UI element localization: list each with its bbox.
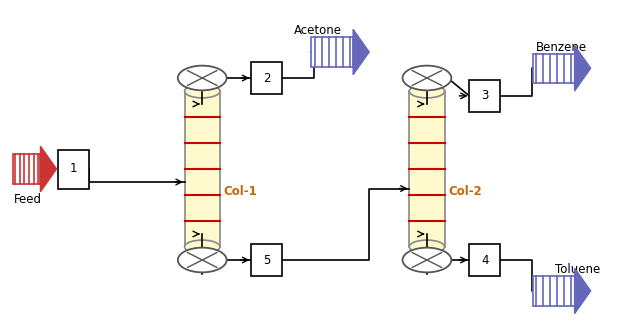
Polygon shape (251, 244, 282, 276)
Text: Toluene: Toluene (555, 263, 600, 276)
Polygon shape (40, 146, 56, 192)
Polygon shape (469, 244, 500, 276)
Text: 4: 4 (481, 254, 489, 266)
Polygon shape (575, 46, 591, 91)
Text: Feed: Feed (14, 193, 42, 206)
Polygon shape (533, 276, 575, 306)
Ellipse shape (185, 84, 220, 98)
Ellipse shape (403, 248, 451, 272)
Polygon shape (353, 29, 369, 75)
Polygon shape (185, 91, 220, 247)
Text: 3: 3 (481, 89, 489, 102)
Polygon shape (469, 80, 500, 112)
Polygon shape (13, 154, 40, 184)
Text: 2: 2 (263, 72, 270, 84)
Polygon shape (251, 62, 282, 94)
Text: Col-1: Col-1 (223, 185, 257, 198)
Text: 5: 5 (263, 254, 270, 266)
Polygon shape (575, 268, 591, 314)
Polygon shape (58, 150, 89, 188)
Text: Col-2: Col-2 (448, 185, 482, 198)
Text: 1: 1 (70, 162, 78, 176)
Ellipse shape (178, 66, 227, 90)
Ellipse shape (410, 84, 444, 98)
Ellipse shape (403, 66, 451, 90)
Text: Benzene: Benzene (536, 41, 587, 54)
Ellipse shape (185, 240, 220, 254)
Ellipse shape (178, 248, 227, 272)
Polygon shape (311, 37, 353, 67)
Ellipse shape (410, 240, 444, 254)
Text: Acetone: Acetone (294, 24, 342, 37)
Polygon shape (410, 91, 444, 247)
Polygon shape (533, 54, 575, 83)
